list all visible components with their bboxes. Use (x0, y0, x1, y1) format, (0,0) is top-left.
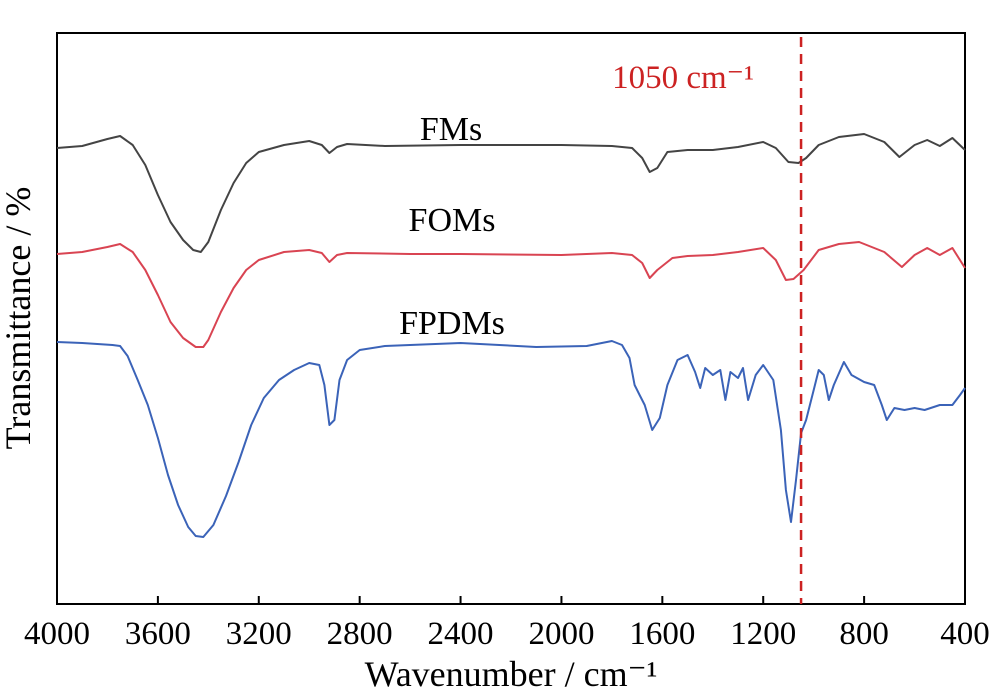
series-line-fms (56, 133, 966, 253)
series-label-foms: FOMs (409, 202, 496, 239)
x-tick-label-1600: 1600 (629, 616, 695, 652)
x-tick-label-400: 400 (940, 616, 990, 652)
x-tick-label-2800: 2800 (327, 616, 393, 652)
series-labels: FMs FOMs FPDMs (399, 111, 505, 342)
y-axis-label: Transmittance / % (0, 187, 38, 450)
series-label-fpdms: FPDMs (399, 305, 505, 342)
x-tick-label-4000: 4000 (24, 616, 90, 652)
reference-line-layer: 1050 cm⁻¹ (612, 37, 803, 604)
x-tick-label-2400: 2400 (428, 616, 494, 652)
x-tick-label-3200: 3200 (226, 616, 292, 652)
plot-frame (56, 32, 966, 605)
series-line-foms (56, 241, 966, 348)
x-tick-label-1200: 1200 (730, 616, 796, 652)
x-tick-label-2000: 2000 (528, 616, 594, 652)
series-line-fpdms (56, 340, 966, 538)
series-label-fms: FMs (420, 111, 482, 148)
x-ticks: 4000 3600 3200 2800 2400 2000 1600 1200 800 400 (24, 596, 990, 652)
series-layer (56, 133, 966, 538)
x-tick-label-3600: 3600 (125, 616, 191, 652)
x-axis-label: Wavenumber / cm⁻¹ (365, 654, 658, 691)
x-tick-label-800: 800 (839, 616, 889, 652)
reference-line-label: 1050 cm⁻¹ (612, 60, 754, 96)
